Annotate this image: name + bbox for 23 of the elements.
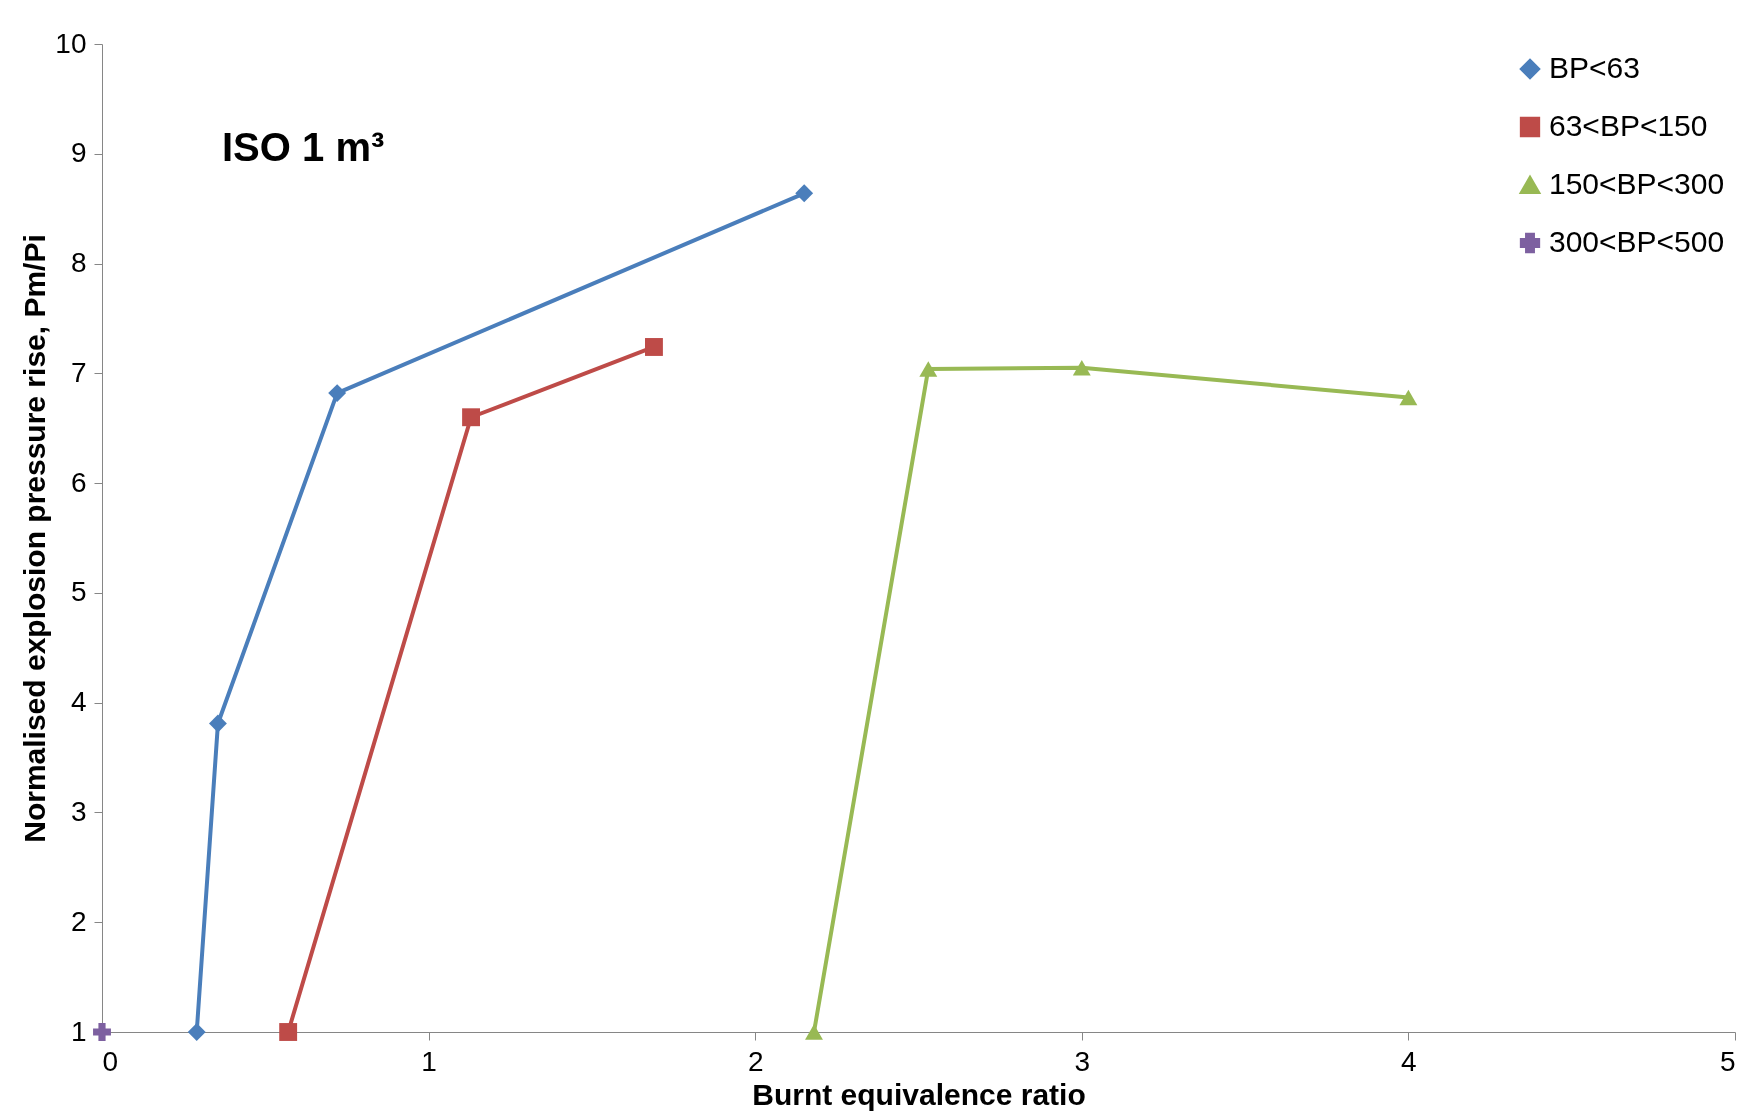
y-axis-title: Normalised explosion pressure rise, Pm/Pi [18,234,52,843]
legend-label: 63<BP<150 [1549,109,1708,142]
legend-label: 300<BP<500 [1549,225,1725,258]
x-axis-title: Burnt equivalence ratio [752,1077,1086,1111]
y-tick-label: 6 [70,466,87,498]
y-tick-label: 2 [70,905,87,937]
x-tick-label: 5 [1719,1045,1736,1077]
x-tick-label: 2 [747,1045,764,1077]
annotation: ISO 1 m³ [222,125,385,169]
y-tick-label: 10 [55,27,87,59]
x-tick-label: 1 [421,1045,437,1077]
x-tick-label: 3 [1074,1045,1091,1077]
y-tick-label: 9 [70,137,87,169]
legend-label: 150<BP<300 [1549,167,1725,200]
y-tick-label: 3 [70,795,87,827]
y-tick-label: 1 [70,1015,87,1047]
y-tick-label: 7 [70,356,87,388]
y-tick-label: 5 [70,576,87,608]
y-tick-label: 4 [70,686,87,718]
y-tick-label: 8 [70,247,87,279]
legend-label: BP<63 [1549,51,1640,84]
x-tick-label: 0 [102,1045,119,1077]
x-tick-label: 4 [1401,1045,1417,1077]
